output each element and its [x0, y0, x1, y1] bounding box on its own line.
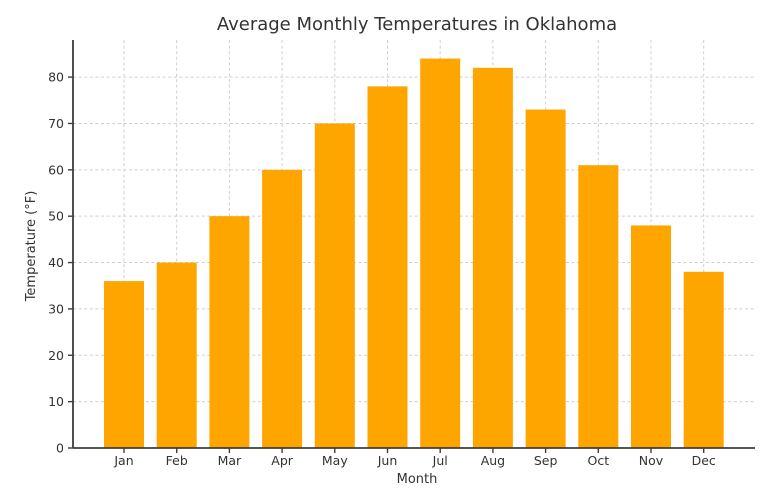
x-tick-label: Apr [271, 453, 293, 468]
x-tick-label: May [322, 453, 348, 468]
y-tick-label: 0 [56, 441, 64, 456]
bar-sep [525, 109, 566, 448]
bar-mar [209, 216, 250, 448]
bar-may [314, 123, 355, 449]
y-tick-label: 60 [48, 162, 64, 177]
x-axis-label: Month [397, 472, 438, 487]
y-tick-label: 30 [48, 301, 64, 316]
x-tick-label: Sep [534, 453, 558, 468]
bar-jun [367, 86, 408, 448]
chart-title: Average Monthly Temperatures in Oklahoma [217, 14, 617, 35]
y-tick-label: 50 [48, 209, 64, 224]
x-tick-label: Jan [113, 453, 133, 468]
bar-aug [472, 67, 513, 449]
y-tick-label: 10 [48, 394, 64, 409]
x-tick-label: Dec [692, 453, 716, 468]
bar-apr [262, 169, 303, 448]
bar-jul [420, 58, 461, 448]
x-tick-label: Mar [218, 453, 242, 468]
tick-labels: 0 10 20 30 40 50 60 70 80 Jan Feb Mar Apr May Jun Jul Au… [48, 70, 716, 468]
bar-jan [104, 281, 144, 448]
x-tick-label: Oct [587, 453, 609, 468]
axes [68, 40, 755, 453]
y-tick-label: 20 [48, 348, 64, 363]
x-tick-label: Aug [481, 453, 505, 468]
y-tick-label: 40 [48, 255, 64, 270]
bar-oct [578, 165, 619, 448]
y-axis-label: Temperature (°F) [24, 191, 39, 303]
bar-dec [683, 271, 724, 448]
y-tick-label: 70 [48, 116, 64, 131]
x-tick-label: Jun [377, 453, 398, 468]
bar-nov [631, 225, 671, 448]
x-tick-label: Nov [639, 453, 664, 468]
x-tick-label: Feb [166, 453, 188, 468]
y-tick-label: 80 [48, 70, 64, 85]
x-tick-label: Jul [432, 453, 448, 468]
bar-feb [156, 262, 197, 448]
bars [104, 58, 724, 449]
